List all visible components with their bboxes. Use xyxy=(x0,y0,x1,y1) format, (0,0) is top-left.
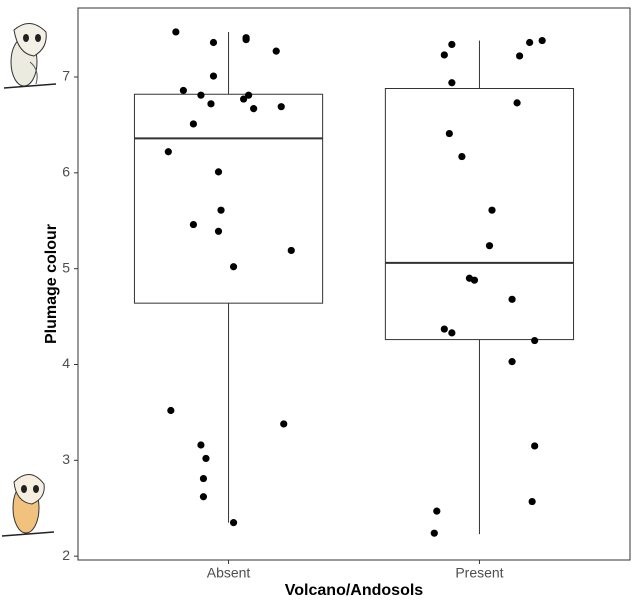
point xyxy=(488,207,495,214)
point xyxy=(278,103,285,110)
box xyxy=(134,94,322,303)
point xyxy=(217,207,224,214)
point xyxy=(531,442,538,449)
y-tick-label: 3 xyxy=(62,451,70,467)
point xyxy=(529,498,536,505)
y-tick-label: 6 xyxy=(62,164,70,180)
point xyxy=(215,228,222,235)
point xyxy=(180,87,187,94)
point xyxy=(531,337,538,344)
point xyxy=(273,48,280,55)
point xyxy=(526,39,533,46)
point xyxy=(448,41,455,48)
point xyxy=(458,153,465,160)
point xyxy=(441,51,448,58)
point xyxy=(448,329,455,336)
point xyxy=(240,95,247,102)
point xyxy=(446,130,453,137)
point xyxy=(215,168,222,175)
point xyxy=(516,52,523,59)
point xyxy=(280,420,287,427)
x-tick-label: Absent xyxy=(207,565,251,581)
y-axis-title: Plumage colour xyxy=(43,224,60,344)
point xyxy=(200,493,207,500)
box xyxy=(385,89,573,340)
point xyxy=(202,455,209,462)
x-axis-title: Volcano/Andosols xyxy=(285,582,423,599)
point xyxy=(167,407,174,414)
point xyxy=(210,39,217,46)
point xyxy=(243,36,250,43)
point xyxy=(513,99,520,106)
owl-icon-pale xyxy=(4,23,56,88)
y-tick-label: 7 xyxy=(62,68,70,84)
point xyxy=(165,148,172,155)
y-tick-label: 2 xyxy=(62,547,70,563)
point xyxy=(486,242,493,249)
y-tick-label: 4 xyxy=(62,355,70,371)
x-tick-label: Present xyxy=(455,565,503,581)
point xyxy=(448,79,455,86)
point xyxy=(197,92,204,99)
point xyxy=(190,120,197,127)
point xyxy=(207,100,214,107)
point xyxy=(431,530,438,537)
point xyxy=(288,247,295,254)
point xyxy=(230,263,237,270)
point xyxy=(508,358,515,365)
point xyxy=(230,519,237,526)
point xyxy=(200,475,207,482)
chart: Volcano/Andosols Plumage colour 2 3 4 5 6 7 Ab… xyxy=(0,0,632,602)
point xyxy=(441,325,448,332)
point xyxy=(190,221,197,228)
point xyxy=(250,105,257,112)
point xyxy=(210,72,217,79)
point xyxy=(433,508,440,515)
point xyxy=(539,37,546,44)
point xyxy=(172,28,179,35)
point xyxy=(508,296,515,303)
point xyxy=(197,441,204,448)
y-tick-label: 5 xyxy=(62,259,70,275)
point xyxy=(471,277,478,284)
owl-icon-dark xyxy=(2,474,54,536)
